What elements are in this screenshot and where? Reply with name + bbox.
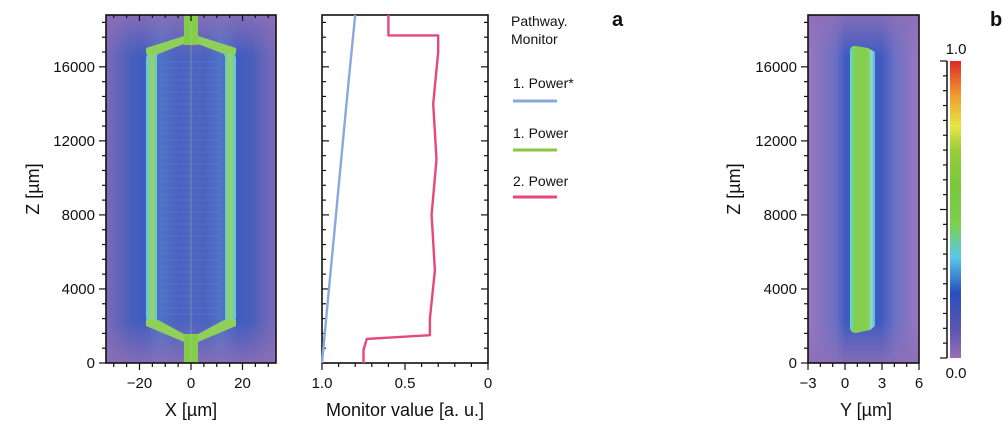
y-tick-label: 8000 bbox=[764, 207, 797, 224]
x-tick-label: −20 bbox=[127, 375, 152, 392]
series-1-power bbox=[320, 14, 357, 364]
x-tick-label: 0.5 bbox=[395, 375, 416, 392]
heatmap-b-x-title: Y [µm] bbox=[840, 400, 892, 420]
panel-label-b: b bbox=[990, 9, 1002, 31]
colorbar-gradient bbox=[950, 61, 961, 358]
legend-title-line2: Monitor bbox=[511, 31, 558, 47]
heatmap-a-y-title: Z [µm] bbox=[23, 163, 43, 214]
legend-title-line1: Pathway. bbox=[511, 13, 568, 29]
series-2-power bbox=[362, 15, 440, 363]
y-tick-label: 12000 bbox=[755, 133, 797, 150]
colorbar: 1.0 0.0 bbox=[940, 41, 966, 382]
heatmap-a-end-shading bbox=[106, 15, 276, 363]
monitor-plot-x-title: Monitor value [a. u.] bbox=[326, 400, 484, 420]
monitor-plot-ticks bbox=[321, 21, 489, 370]
y-tick-label: 0 bbox=[87, 355, 95, 372]
panel-a-monitor-plot bbox=[320, 14, 489, 370]
heatmap-a-top-core bbox=[184, 15, 198, 45]
y-tick-label: 0 bbox=[789, 355, 797, 372]
x-tick-label: 6 bbox=[915, 375, 923, 392]
y-tick-label: 16000 bbox=[53, 59, 95, 76]
y-tick-label: 4000 bbox=[764, 281, 797, 298]
heatmap-a-right-wall bbox=[224, 52, 236, 324]
heatmap-b-ticks bbox=[801, 21, 920, 370]
x-tick-label: 1.0 bbox=[312, 375, 333, 392]
legend-item-label: 1. Power* bbox=[513, 75, 574, 91]
y-tick-label: 4000 bbox=[62, 281, 95, 298]
y-tick-label: 16000 bbox=[755, 59, 797, 76]
monitor-plot-frame bbox=[321, 14, 489, 364]
heatmap-a-bottom-core bbox=[184, 334, 198, 363]
monitor-plot-series bbox=[320, 14, 440, 364]
heatmap-a-x-title: X [µm] bbox=[165, 400, 217, 420]
monitor-axis-labels: 1.0 0.5 0 bbox=[312, 375, 493, 392]
colorbar-min-label: 0.0 bbox=[946, 365, 967, 382]
colorbar-max-label: 1.0 bbox=[946, 41, 967, 58]
x-tick-label: 0 bbox=[841, 375, 849, 392]
x-tick-label: 3 bbox=[878, 375, 886, 392]
heatmap-b-core bbox=[850, 45, 875, 333]
x-tick-label: 0 bbox=[484, 375, 492, 392]
legend: Pathway. Monitor 1. Power* 1. Power 2. P… bbox=[511, 13, 574, 199]
heatmap-a-ticks bbox=[99, 15, 269, 370]
x-tick-label: −3 bbox=[799, 375, 816, 392]
heatmap-a-left-wall bbox=[146, 52, 158, 324]
heatmap-b-y-title: Z [µm] bbox=[724, 163, 744, 214]
panel-a-heatmap bbox=[99, 14, 277, 370]
heatmap-b-frame bbox=[807, 14, 920, 364]
colorbar-ticks bbox=[940, 60, 947, 359]
x-tick-label: 20 bbox=[234, 375, 251, 392]
legend-item-label: 2. Power bbox=[513, 173, 569, 189]
heatmap-a-banding bbox=[160, 61, 222, 315]
panel-label-a: a bbox=[612, 9, 624, 31]
x-tick-label: 0 bbox=[187, 375, 195, 392]
y-tick-label: 8000 bbox=[62, 207, 95, 224]
y-tick-label: 12000 bbox=[53, 133, 95, 150]
legend-item-label: 1. Power bbox=[513, 125, 569, 141]
panel-b-heatmap bbox=[801, 14, 920, 370]
panel-a-axis-labels: 0 4000 8000 12000 16000 −20 0 20 bbox=[53, 59, 251, 392]
